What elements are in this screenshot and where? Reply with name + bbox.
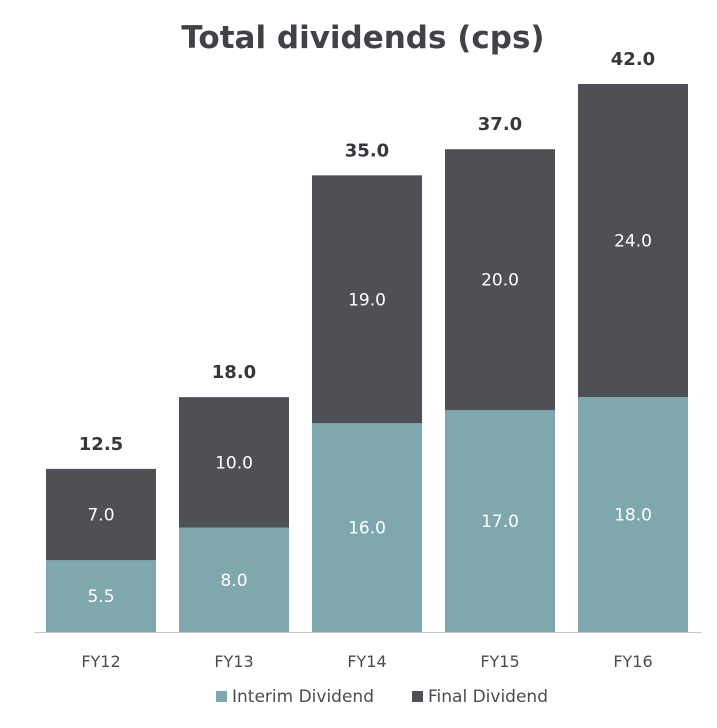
total-label-fy16: 42.0 <box>611 49 655 70</box>
bar-final-fy13 <box>179 397 289 528</box>
data-label-interim-fy14: 16.0 <box>348 519 386 539</box>
bar-interim-fy13 <box>179 527 289 632</box>
legend-swatch-final <box>412 691 423 702</box>
x-tick-fy12: FY12 <box>81 652 120 671</box>
bar-area: 5.5 7.0 12.5 8.0 10.0 18.0 16.0 19.0 35.0 17.0 20.… <box>46 49 688 632</box>
data-label-final-fy14: 19.0 <box>348 290 386 310</box>
bar-final-fy16 <box>578 84 688 398</box>
data-label-final-fy16: 24.0 <box>614 232 652 252</box>
total-label-fy13: 18.0 <box>212 362 256 383</box>
bar-final-fy14 <box>312 175 422 424</box>
data-label-interim-fy16: 18.0 <box>614 506 652 526</box>
chart-title: Total dividends (cps) <box>181 20 544 56</box>
bar-final-fy12 <box>46 468 156 561</box>
legend-label-interim: Interim Dividend <box>232 687 374 707</box>
data-label-final-fy13: 10.0 <box>215 453 253 473</box>
data-label-interim-fy15: 17.0 <box>481 512 519 532</box>
data-label-interim-fy13: 8.0 <box>220 571 247 591</box>
legend-label-final: Final Dividend <box>428 687 548 707</box>
bar-interim-fy12 <box>46 560 156 632</box>
bar-final-fy15 <box>445 149 555 411</box>
total-label-fy14: 35.0 <box>345 140 389 161</box>
bar-interim-fy16 <box>578 397 688 632</box>
legend: Interim Dividend Final Dividend <box>216 687 548 707</box>
total-label-fy12: 12.5 <box>79 434 123 455</box>
bar-interim-fy14 <box>312 423 422 632</box>
legend-swatch-interim <box>216 691 227 702</box>
bar-interim-fy15 <box>445 410 555 632</box>
x-tick-fy13: FY13 <box>214 652 253 671</box>
data-label-final-fy15: 20.0 <box>481 271 519 291</box>
x-tick-fy16: FY16 <box>613 652 652 671</box>
x-axis-ticks: FY12 FY13 FY14 FY15 FY16 <box>81 652 652 671</box>
data-label-final-fy12: 7.0 <box>87 506 114 526</box>
x-tick-fy14: FY14 <box>347 652 386 671</box>
x-tick-fy15: FY15 <box>480 652 519 671</box>
data-label-interim-fy12: 5.5 <box>87 587 114 607</box>
total-label-fy15: 37.0 <box>478 114 522 135</box>
